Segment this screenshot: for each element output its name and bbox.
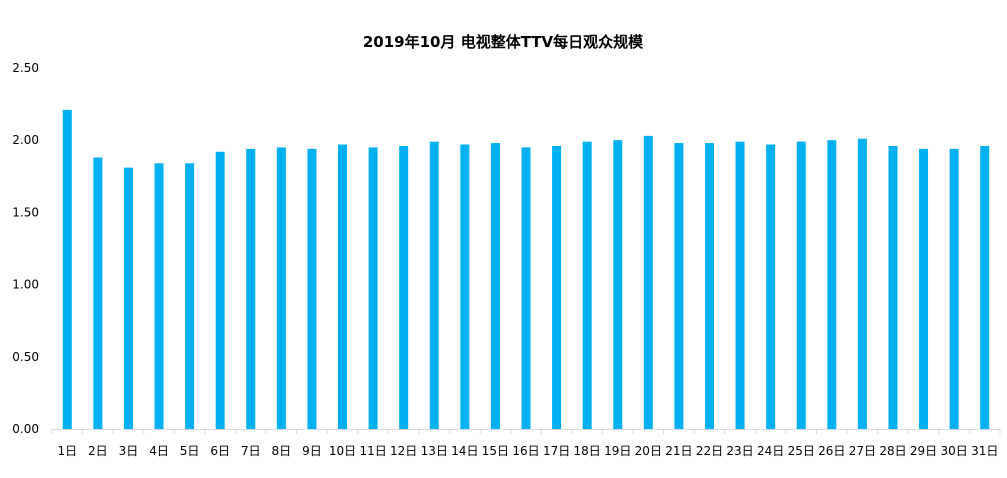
x-axis-ticks: 1日 2日 3日 4日 5日 6日 7日 8日 9日 10日 11日 12日 13日 14日 15日 16日 1… [51, 429, 1001, 458]
x-tick-label: 13日 [421, 444, 448, 458]
x-tick-label: 24日 [757, 444, 784, 458]
x-tick-label: 1日 [57, 444, 77, 458]
x-tick-label: 18日 [574, 444, 601, 458]
bar [429, 141, 439, 429]
bar [704, 143, 714, 429]
bar [276, 147, 286, 430]
x-tick-label: 11日 [359, 444, 386, 458]
bar [246, 148, 256, 430]
bar [460, 144, 470, 429]
bar [62, 109, 72, 429]
bar [827, 140, 837, 429]
x-tick-label: 7日 [241, 444, 261, 458]
bar [521, 147, 531, 430]
y-tick-label: 1.50 [12, 205, 39, 219]
x-tick-label: 28日 [879, 444, 906, 458]
bar [154, 163, 164, 430]
bar [399, 145, 409, 430]
bar [949, 148, 959, 430]
bar [857, 138, 867, 429]
y-tick-label: 0.50 [12, 350, 39, 364]
bar [643, 135, 653, 429]
x-tick-label: 9日 [302, 444, 322, 458]
x-tick-label: 14日 [451, 444, 478, 458]
x-tick-label: 29日 [910, 444, 937, 458]
x-tick-label: 4日 [149, 444, 169, 458]
bar [93, 157, 103, 429]
bars [62, 109, 990, 430]
bar [215, 151, 225, 429]
x-tick-label: 22日 [696, 444, 723, 458]
bar [766, 144, 776, 429]
x-tick-label: 10日 [329, 444, 356, 458]
bar [368, 147, 378, 430]
x-tick-label: 16日 [512, 444, 539, 458]
bar [735, 141, 745, 429]
bar [307, 148, 317, 430]
x-tick-label: 31日 [971, 444, 998, 458]
bar [674, 143, 684, 429]
x-tick-label: 27日 [849, 444, 876, 458]
bar [888, 145, 898, 430]
bar [490, 143, 500, 429]
x-tick-label: 23日 [726, 444, 753, 458]
y-tick-label: 0.00 [12, 422, 39, 436]
x-tick-label: 5日 [180, 444, 200, 458]
x-tick-label: 25日 [788, 444, 815, 458]
y-tick-label: 2.50 [12, 61, 39, 75]
x-tick-label: 21日 [665, 444, 692, 458]
bar [338, 144, 348, 429]
chart-title: 2019年10月 电视整体TTV每日观众规模 [363, 33, 644, 51]
x-tick-label: 6日 [210, 444, 230, 458]
bar [185, 163, 195, 430]
bar [980, 145, 990, 430]
x-tick-label: 15日 [482, 444, 509, 458]
y-tick-label: 1.00 [12, 278, 39, 292]
x-tick-label: 12日 [390, 444, 417, 458]
x-tick-label: 26日 [818, 444, 845, 458]
bar [796, 141, 806, 429]
bar [613, 140, 623, 429]
bar [123, 167, 133, 429]
x-tick-label: 19日 [604, 444, 631, 458]
bar [582, 141, 592, 429]
x-tick-label: 17日 [543, 444, 570, 458]
y-tick-label: 2.00 [12, 133, 39, 147]
bar [919, 148, 929, 430]
x-tick-label: 2日 [88, 444, 108, 458]
x-tick-label: 3日 [119, 444, 139, 458]
x-tick-label: 30日 [940, 444, 967, 458]
x-tick-label: 20日 [635, 444, 662, 458]
x-tick-label: 8日 [272, 444, 292, 458]
bar [552, 145, 562, 430]
y-axis-ticks: 0.00 0.50 1.00 1.50 2.00 2.50 [12, 61, 39, 436]
